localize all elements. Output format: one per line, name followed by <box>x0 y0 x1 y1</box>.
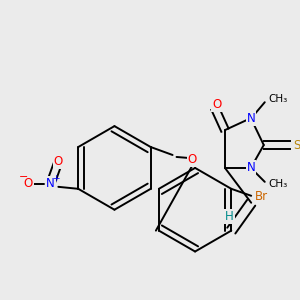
Text: O: O <box>54 155 63 168</box>
Text: O: O <box>212 98 222 111</box>
Text: N: N <box>46 177 55 190</box>
Text: CH₃: CH₃ <box>269 179 288 189</box>
Text: +: + <box>52 174 59 183</box>
Text: S: S <box>293 139 300 152</box>
Text: N: N <box>247 161 255 174</box>
Text: Br: Br <box>255 190 268 203</box>
Text: N: N <box>247 112 255 124</box>
Text: CH₃: CH₃ <box>269 94 288 104</box>
Text: −: − <box>19 172 28 182</box>
Text: O: O <box>24 177 33 190</box>
Text: O: O <box>188 154 197 166</box>
Text: H: H <box>225 210 234 223</box>
